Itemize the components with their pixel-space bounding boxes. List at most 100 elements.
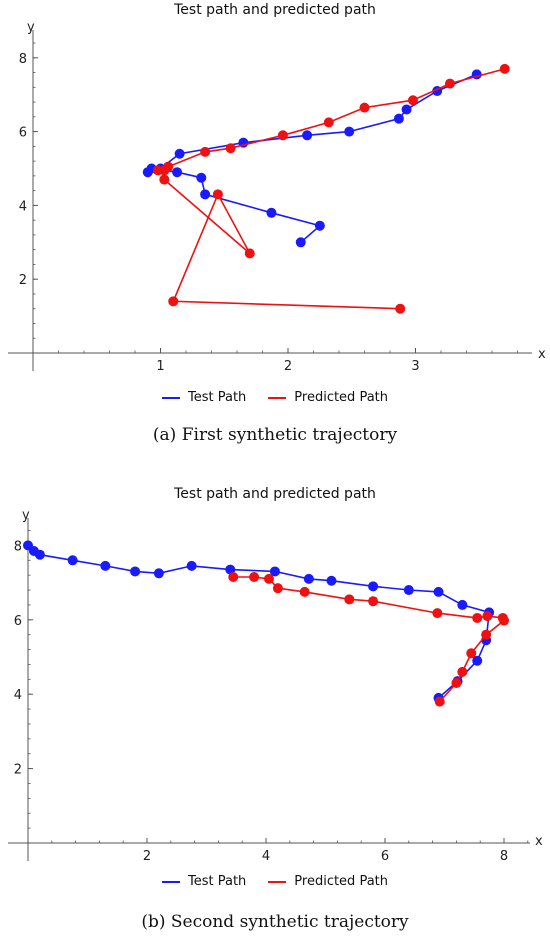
legend-item-test: Test Path <box>161 874 247 889</box>
data-point-test-path <box>314 220 325 231</box>
chart-panel-a: Test path and predicted path y x 1 2 3 2 4 6 8… <box>0 2 550 445</box>
x-tick-label: 1 <box>156 359 164 374</box>
data-point-test-path <box>100 560 111 571</box>
data-point-test-path <box>142 167 153 178</box>
y-axis-label: y <box>22 508 30 523</box>
data-point-predicted-path <box>249 572 260 583</box>
data-point-predicted-path <box>434 696 445 707</box>
data-point-test-path <box>295 237 306 248</box>
data-point-test-path <box>174 148 185 159</box>
data-point-predicted-path <box>277 130 288 141</box>
data-point-predicted-path <box>472 612 483 623</box>
x-tick-label: 3 <box>411 359 419 374</box>
legend-label-test: Test Path <box>187 874 247 889</box>
x-tick-label: 2 <box>143 849 151 864</box>
x-tick-label: 2 <box>284 359 292 374</box>
y-tick-label: 6 <box>14 614 22 629</box>
chart-plot-area: 2 4 6 8 2 4 6 8 <box>8 518 530 864</box>
data-point-test-path <box>153 568 164 579</box>
data-point-test-path <box>266 207 277 218</box>
data-point-predicted-path <box>407 95 418 106</box>
data-point-predicted-path <box>159 174 170 185</box>
legend-item-predicted: Predicted Path <box>268 390 388 405</box>
chart-title: Test path and predicted path <box>174 486 376 502</box>
x-tick-label: 4 <box>262 849 270 864</box>
data-point-predicted-path <box>451 678 462 689</box>
data-point-test-path <box>401 104 412 115</box>
chart-panel-b: Test path and predicted path y x 2 4 6 8 2 4 6… <box>0 468 550 936</box>
series-line-predicted-path <box>233 576 505 703</box>
data-point-predicted-path <box>432 608 443 619</box>
data-point-predicted-path <box>272 583 283 594</box>
data-point-test-path <box>344 126 355 137</box>
chart-title: Test path and predicted path <box>174 2 376 18</box>
chart-plot-area: 1 2 3 2 4 6 8 <box>8 30 532 374</box>
data-point-predicted-path <box>152 165 163 176</box>
legend-label-test: Test Path <box>187 390 247 405</box>
x-tick-label: 6 <box>381 849 389 864</box>
data-point-predicted-path <box>497 612 508 623</box>
legend-swatch-predicted <box>268 396 287 399</box>
series-line-test-path <box>147 73 478 243</box>
data-point-test-path <box>393 113 404 124</box>
y-tick-label: 2 <box>14 763 22 778</box>
y-tick-label: 8 <box>19 52 27 67</box>
data-point-predicted-path <box>244 248 255 259</box>
data-point-test-path <box>302 130 313 141</box>
x-axis-label: x <box>538 347 546 362</box>
data-point-test-path <box>172 167 183 178</box>
series-line-predicted-path <box>157 68 506 310</box>
data-point-predicted-path <box>344 594 355 605</box>
series-line-test-path <box>27 544 490 699</box>
chart-legend: Test Path Predicted Path <box>0 874 550 889</box>
y-axis-label: y <box>27 20 35 35</box>
data-point-predicted-path <box>263 573 274 584</box>
legend-swatch-test <box>161 880 180 883</box>
data-point-test-path <box>200 189 211 200</box>
data-point-predicted-path <box>168 296 179 307</box>
data-point-test-path <box>403 585 414 596</box>
legend-label-predicted: Predicted Path <box>294 874 388 889</box>
data-point-predicted-path <box>457 666 468 677</box>
figure-caption: (a) First synthetic trajectory <box>152 425 398 445</box>
x-tick-label: 8 <box>500 849 508 864</box>
data-point-test-path <box>67 555 78 566</box>
data-point-predicted-path <box>368 596 379 607</box>
legend-swatch-test <box>161 396 180 399</box>
data-point-predicted-path <box>359 102 370 113</box>
x-axis-label: x <box>535 834 543 849</box>
data-point-predicted-path <box>200 146 211 157</box>
figure-caption: (b) Second synthetic trajectory <box>141 912 409 932</box>
data-point-test-path <box>326 575 337 586</box>
data-point-predicted-path <box>499 63 510 74</box>
data-point-predicted-path <box>323 117 334 128</box>
legend-item-test: Test Path <box>161 390 247 405</box>
legend-item-predicted: Predicted Path <box>268 874 388 889</box>
y-tick-label: 2 <box>19 273 27 288</box>
data-point-predicted-path <box>299 586 310 597</box>
data-point-predicted-path <box>228 572 239 583</box>
data-point-predicted-path <box>481 629 492 640</box>
data-point-predicted-path <box>212 189 223 200</box>
data-point-test-path <box>457 599 468 610</box>
y-tick-label: 4 <box>19 199 27 214</box>
data-point-test-path <box>130 566 141 577</box>
y-tick-label: 4 <box>14 688 22 703</box>
legend-swatch-predicted <box>268 880 287 883</box>
data-point-test-path <box>368 581 379 592</box>
data-point-predicted-path <box>225 143 236 154</box>
y-tick-label: 6 <box>19 126 27 141</box>
data-point-test-path <box>269 566 280 577</box>
data-point-test-path <box>196 172 207 183</box>
data-point-predicted-path <box>482 611 493 622</box>
legend-label-predicted: Predicted Path <box>294 390 388 405</box>
data-point-predicted-path <box>163 161 174 172</box>
data-point-predicted-path <box>444 78 455 89</box>
chart-legend: Test Path Predicted Path <box>0 390 550 405</box>
data-point-predicted-path <box>466 648 477 659</box>
data-point-test-path <box>472 655 483 666</box>
y-tick-label: 8 <box>14 539 22 554</box>
data-point-test-path <box>186 560 197 571</box>
data-point-predicted-path <box>395 303 406 314</box>
data-point-test-path <box>303 573 314 584</box>
